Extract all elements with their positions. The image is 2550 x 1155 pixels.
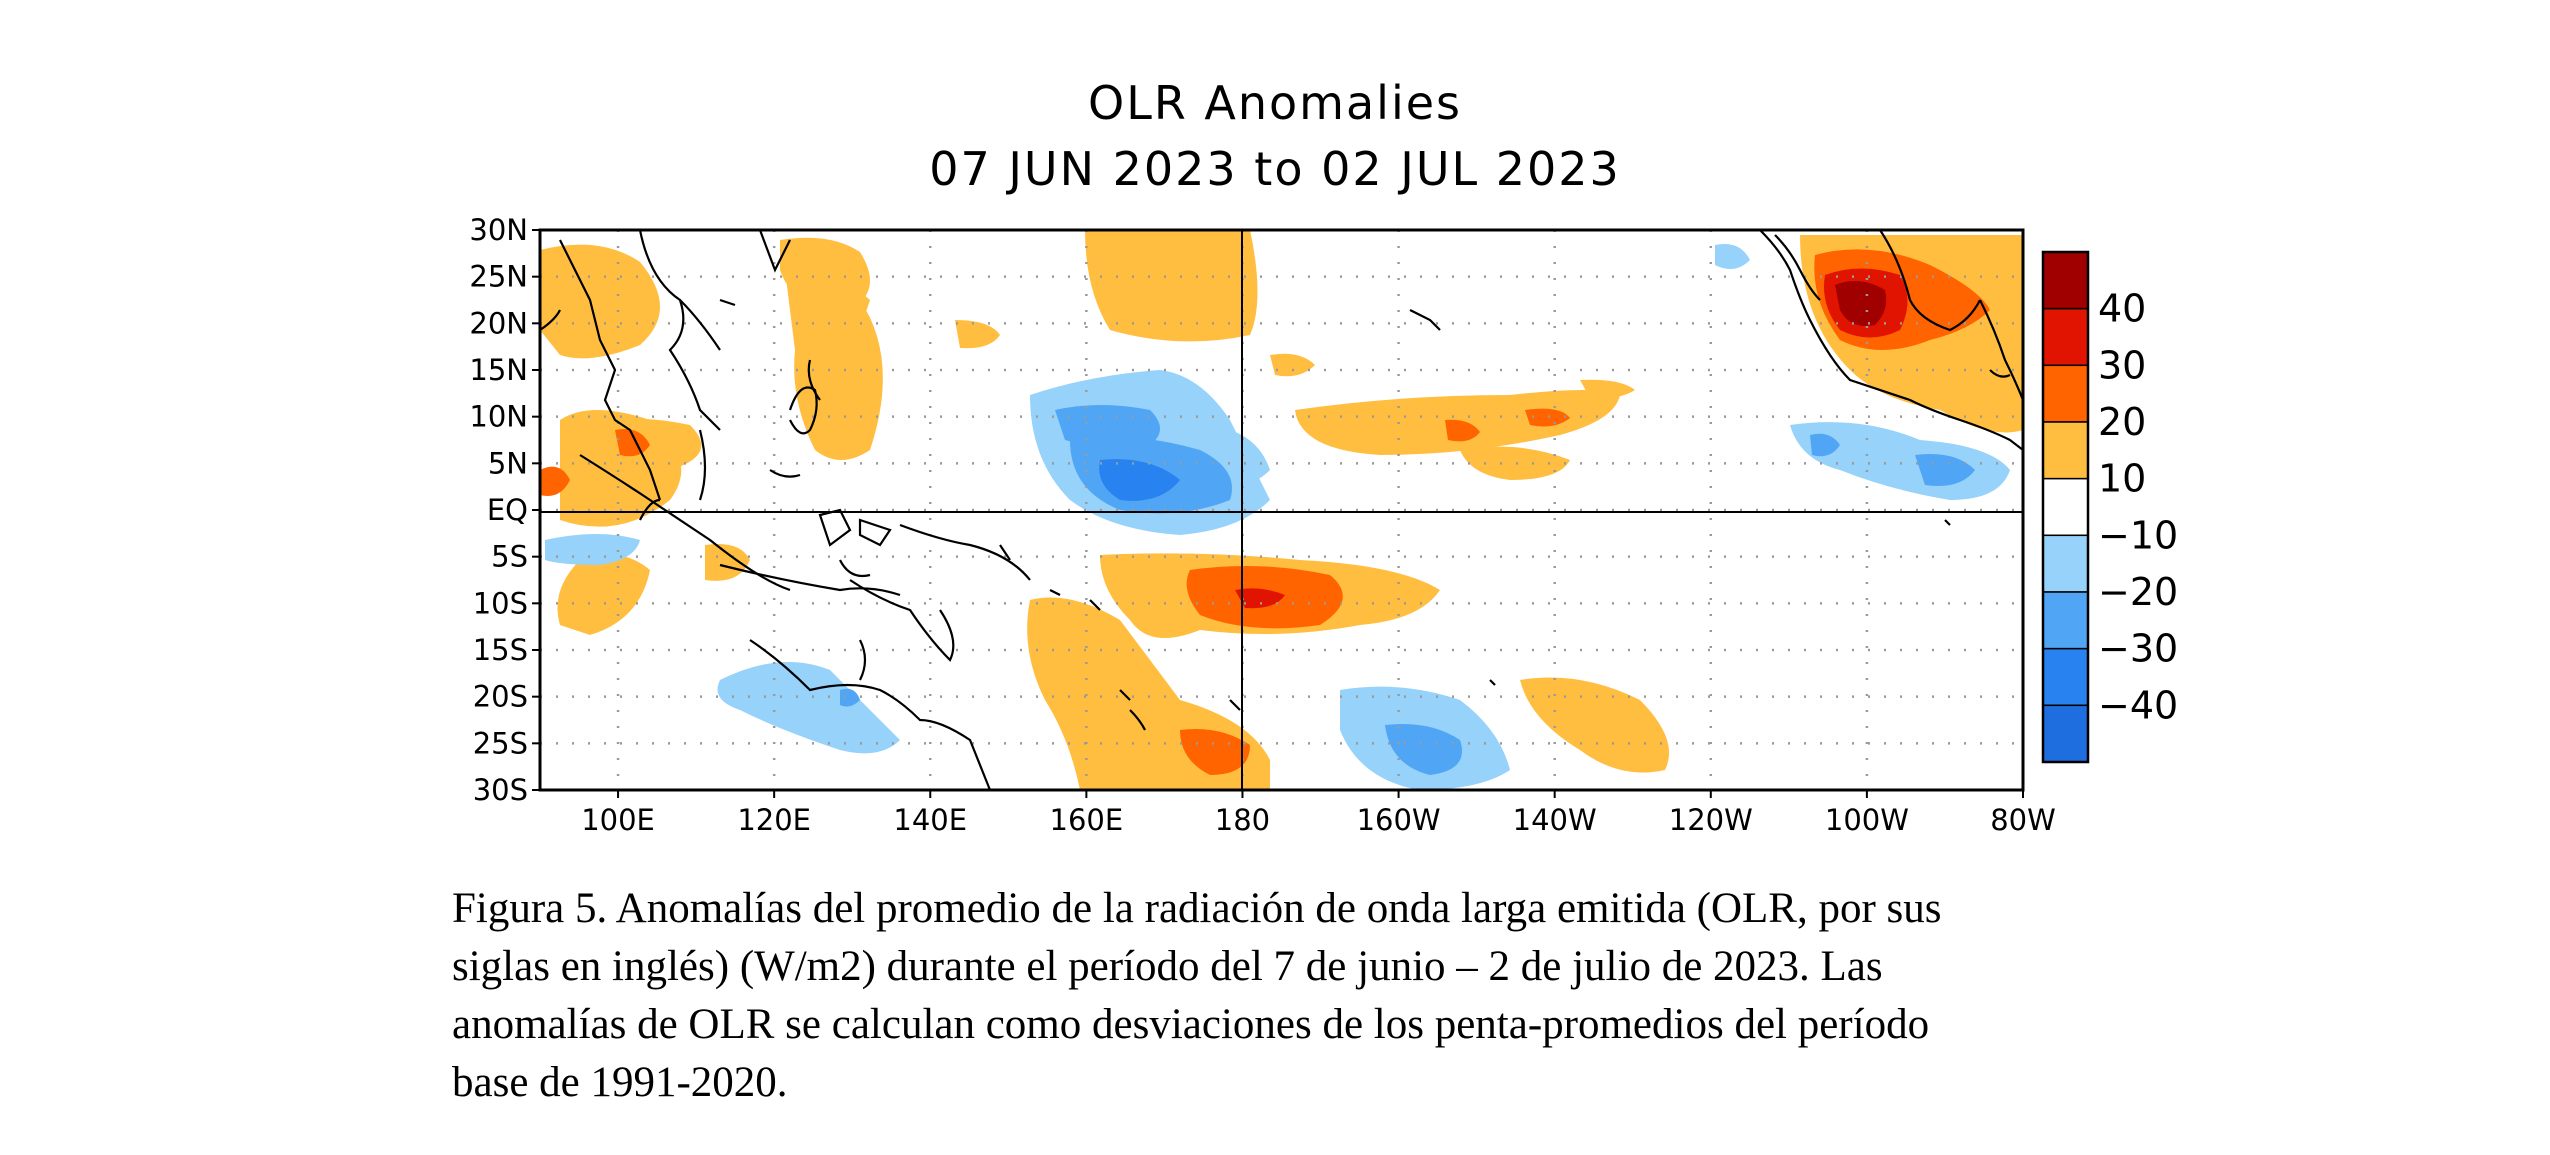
lat-tick-label: EQ xyxy=(487,493,528,527)
lat-tick-label: 30N xyxy=(469,213,528,247)
anomaly-field xyxy=(540,230,2023,790)
anomaly-region xyxy=(540,244,660,359)
anomaly-region xyxy=(1525,408,1570,427)
lon-tick-label: 80W xyxy=(1990,803,2056,837)
map-title: OLR Anomalies xyxy=(1087,76,1462,130)
colorbar-swatch xyxy=(2042,421,2089,480)
axis-ticks xyxy=(532,229,2024,798)
lat-tick-label: 20N xyxy=(469,306,528,340)
anomaly-region xyxy=(1915,454,1975,486)
anomaly-region xyxy=(1810,433,1840,457)
anomaly-region xyxy=(797,340,880,420)
lat-tick-label: 5S xyxy=(491,540,528,574)
colorbar-label: 10 xyxy=(2098,457,2146,501)
anomaly-region xyxy=(705,544,750,581)
colorbar-labels: 40 30 20 10 −10 −20 −30 −40 xyxy=(2098,287,2178,728)
lon-tick-label: 120W xyxy=(1669,803,1753,837)
colorbar-swatch xyxy=(2042,364,2089,423)
colorbar-swatch xyxy=(2042,704,2089,763)
colorbar-swatch xyxy=(2042,477,2089,537)
figure-caption: Figura 5. Anomalías del promedio de la r… xyxy=(452,880,2252,1112)
anomaly-region xyxy=(557,554,650,635)
lon-tick-label: 160E xyxy=(1050,803,1124,837)
anomaly-region xyxy=(560,420,642,490)
anomaly-region xyxy=(955,320,1000,349)
longitude-labels: 100E 120E 140E 160E 180 160W 140W 120W 100W 80W xyxy=(581,803,2056,837)
latitude-labels: 30N 25N 20N 15N 10N 5N EQ 5S 10S 15S 20S 25S 30S xyxy=(469,213,528,807)
anomaly-region xyxy=(1715,244,1750,269)
lat-tick-label: 15N xyxy=(469,353,528,387)
anomaly-region xyxy=(1180,729,1250,775)
anomaly-region xyxy=(1099,459,1180,501)
anomaly-region xyxy=(1835,281,1887,326)
caption-line: base de 1991-2020. xyxy=(452,1059,788,1106)
colorbar-label: 40 xyxy=(2098,287,2146,331)
anomaly-region xyxy=(1445,419,1480,442)
anomaly-region xyxy=(1580,379,1635,399)
lat-tick-label: 10N xyxy=(469,400,528,434)
colorbar-label: 20 xyxy=(2098,400,2146,444)
anomaly-region xyxy=(1085,230,1258,342)
colorbar-label: 30 xyxy=(2098,343,2146,387)
colorbar-label: −30 xyxy=(2098,627,2178,671)
lat-tick-label: 5N xyxy=(488,446,528,480)
caption-line: siglas en inglés) (W/m2) durante el perí… xyxy=(452,943,1883,990)
lon-tick-label: 100W xyxy=(1825,803,1909,837)
anomaly-region xyxy=(717,662,900,754)
colorbar-swatch xyxy=(2042,647,2089,707)
lon-tick-label: 120E xyxy=(737,803,811,837)
lon-tick-label: 180 xyxy=(1215,803,1270,837)
anomaly-region xyxy=(545,534,640,565)
lat-tick-label: 25N xyxy=(469,260,528,294)
lat-tick-label: 25S xyxy=(473,726,528,760)
anomaly-region xyxy=(1270,353,1315,377)
colorbar-swatch xyxy=(2042,534,2089,593)
colorbar-frame xyxy=(2041,250,2090,764)
anomaly-region xyxy=(1520,677,1670,773)
lon-tick-label: 100E xyxy=(581,803,655,837)
colorbar-swatch xyxy=(2042,251,2089,310)
lat-tick-label: 30S xyxy=(473,773,528,807)
lon-tick-label: 140E xyxy=(893,803,967,837)
colorbar xyxy=(2041,250,2090,764)
anomaly-region xyxy=(1460,446,1570,480)
colorbar-label: −40 xyxy=(2098,683,2178,727)
map-date-range: 07 JUN 2023 to 02 JUL 2023 xyxy=(929,142,1621,196)
lon-tick-label: 160W xyxy=(1357,803,1441,837)
coastlines xyxy=(540,230,2023,790)
lat-tick-label: 20S xyxy=(473,680,528,714)
colorbar-label: −10 xyxy=(2098,513,2178,557)
colorbar-swatch xyxy=(2042,591,2089,650)
anomaly-region xyxy=(1385,724,1462,775)
anomaly-region xyxy=(1230,430,1270,484)
anomaly-region xyxy=(615,429,650,457)
caption-line: Figura 5. Anomalías del promedio de la r… xyxy=(452,885,1942,932)
lon-tick-label: 140W xyxy=(1513,803,1597,837)
anomaly-region xyxy=(840,688,860,707)
anomaly-region xyxy=(540,466,570,496)
colorbar-swatch xyxy=(2042,307,2089,367)
anomaly-region xyxy=(1235,588,1285,609)
lat-tick-label: 15S xyxy=(473,633,528,667)
lat-tick-label: 10S xyxy=(473,586,528,620)
caption-line: anomalías de OLR se calculan como desvia… xyxy=(452,1001,1930,1048)
colorbar-label: −20 xyxy=(2098,570,2178,614)
